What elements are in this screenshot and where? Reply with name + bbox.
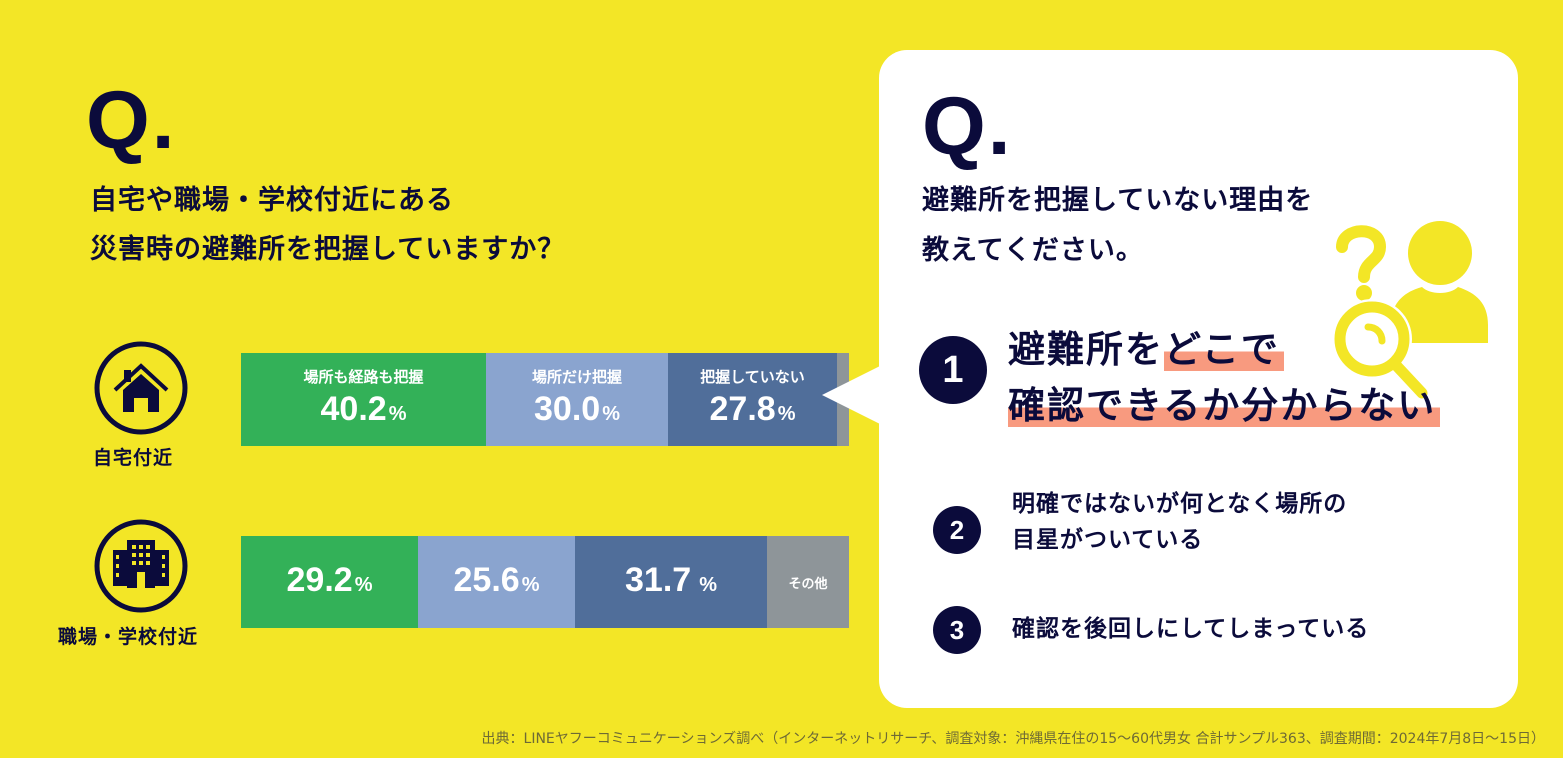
bar-segment-other: その他 [767, 536, 849, 628]
bar-segment-location-only: 25.6% [418, 536, 575, 628]
segment-value: 29.2% [287, 562, 373, 603]
segment-category-label: 場所も経路も把握 [303, 368, 424, 386]
q-letter: Q [86, 75, 152, 166]
rank-badge-2: 2 [933, 506, 981, 554]
segment-value: 30.0% [534, 391, 620, 432]
segment-value: 25.6% [454, 562, 540, 603]
reason-1-line-2: 確認できるか分からない [1008, 378, 1441, 434]
question-1-title: 自宅や職場・学校付近にある 災害時の避難所を把握していますか？ [90, 176, 565, 274]
question-mark-left: Q. [86, 80, 177, 162]
bar-segment-location-and-route: 場所も経路も把握 40.2% [241, 353, 486, 446]
segment-other-label: その他 [788, 576, 828, 592]
reason-1-highlight: どこで [1164, 328, 1284, 371]
reason-3-line-1: 確認を後回しにしてしまっている [1012, 616, 1370, 642]
value-unit: % [388, 403, 407, 425]
stacked-bar-work-school: 29.2% 25.6% 31.7% その他 [241, 536, 849, 628]
value-unit: % [699, 573, 717, 596]
value-unit: % [354, 573, 373, 596]
building-icon [94, 519, 188, 613]
question-1-line-1: 自宅や職場・学校付近にある [90, 185, 454, 216]
reason-2: 明確ではないが何となく場所の 目星がついている [1012, 486, 1347, 558]
segment-value: 40.2% [321, 391, 407, 432]
value-unit: % [602, 403, 620, 425]
value-unit: % [521, 573, 540, 596]
q-dot: . [151, 75, 177, 166]
stacked-bar-home: 場所も経路も把握 40.2% 場所だけ把握 30.0% 把握していない 27.8… [241, 353, 849, 446]
q-dot: . [987, 81, 1013, 172]
reason-1: 避難所をどこで 確認できるか分からない [1008, 322, 1441, 434]
question-mark-right: Q. [922, 86, 1013, 168]
segment-value: 31.7% [625, 562, 717, 603]
q-letter: Q [922, 81, 988, 172]
segment-value: 27.8% [710, 391, 796, 432]
value-number: 31.7 [625, 560, 692, 599]
rank-badge-1: 1 [919, 336, 987, 404]
segment-category-label: 把握していない [700, 368, 805, 386]
reason-3: 確認を後回しにしてしまっている [1012, 611, 1369, 647]
bar-segment-location-only: 場所だけ把握 30.0% [486, 353, 668, 446]
segment-category-label: 場所だけ把握 [531, 368, 622, 386]
question-1-line-2: 災害時の避難所を把握していますか？ [90, 234, 566, 265]
bar-segment-not-known: 31.7% [575, 536, 767, 628]
value-number: 30.0 [534, 390, 601, 428]
reason-1-text-plain: 避難所を [1008, 328, 1164, 371]
reason-1-line-1: 避難所をどこで [1008, 322, 1440, 378]
row-label-home: 自宅付近 [93, 447, 174, 469]
house-icon [94, 341, 188, 435]
source-footnote: 出典：LINEヤフーコミュニケーションズ調べ（インターネットリサーチ、調査対象：… [481, 731, 1545, 747]
rank-badge-3: 3 [933, 606, 981, 654]
question-2-line-1: 避難所を把握していない理由を [922, 185, 1314, 216]
bar-segment-location-and-route: 29.2% [241, 536, 418, 628]
reason-2-line-2: 目星がついている [1012, 527, 1204, 553]
question-2-title: 避難所を把握していない理由を 教えてください。 [922, 176, 1313, 276]
value-number: 25.6 [453, 560, 520, 599]
bar-segment-not-known: 把握していない 27.8% [668, 353, 837, 446]
value-unit: % [777, 403, 796, 425]
value-number: 29.2 [286, 560, 353, 599]
reason-2-line-1: 明確ではないが何となく場所の [1012, 491, 1348, 517]
reason-1-highlight: 確認できるか分からない [1008, 384, 1441, 427]
speech-pointer [822, 365, 882, 425]
value-number: 27.8 [709, 390, 776, 428]
value-number: 40.2 [320, 390, 387, 428]
question-2-line-2: 教えてください。 [922, 235, 1144, 266]
row-label-work-school: 職場・学校付近 [58, 626, 199, 648]
